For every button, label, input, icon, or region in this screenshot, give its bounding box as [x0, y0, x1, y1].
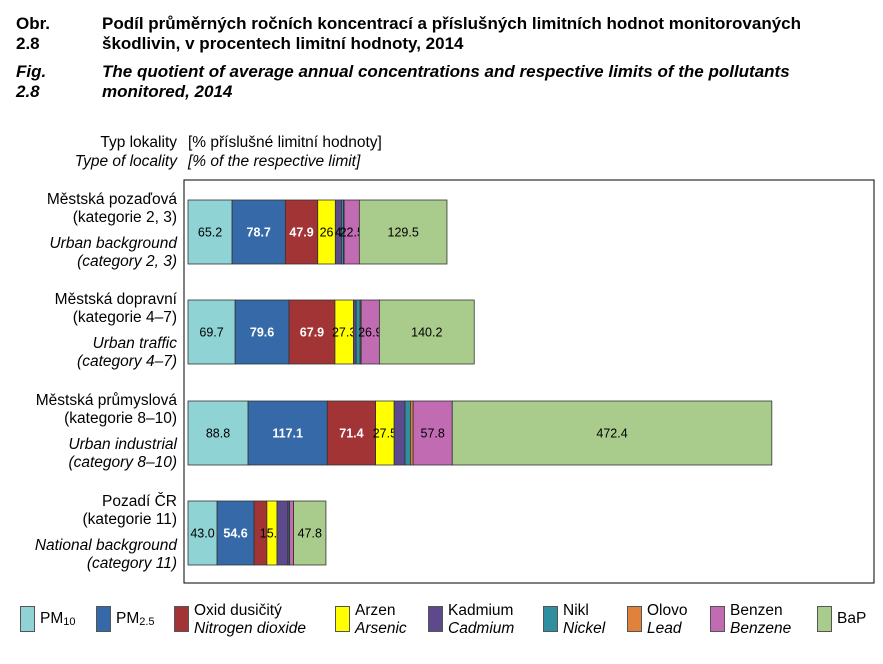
category-label: Pozadí ČR (kategorie 11) National backgr… — [35, 493, 177, 572]
legend-swatch — [96, 606, 111, 632]
y-axis-header-cz: Typ lokality — [100, 134, 177, 151]
data-label: 57.8 — [421, 427, 445, 441]
category-label: Městská dopravní (kategorie 4–7) Urban t… — [55, 291, 177, 370]
category-sub-cz: (kategorie 8–10) — [64, 409, 177, 427]
unit-header-en: [% of the respective limit] — [188, 153, 361, 170]
legend-swatch — [627, 606, 642, 632]
bar-group: 43.0 54.6 15.0 47.8 — [187, 500, 327, 566]
legend-label: Olovo Lead — [647, 602, 688, 637]
legend-swatch — [710, 606, 725, 632]
legend: PM10 PM2.5 Oxid dusičitý Nitrogen dioxid… — [0, 598, 883, 648]
legend-label: PM10 — [40, 610, 76, 628]
figure-number-en: Fig. 2.8 — [16, 62, 47, 101]
data-label: 78.7 — [247, 226, 271, 240]
bar-segment-pm10 — [187, 400, 249, 466]
figure-title-en-text: The quotient of average annual concentra… — [102, 62, 790, 101]
bar-segment-pm10 — [187, 500, 218, 566]
data-label: 472.4 — [596, 427, 627, 441]
legend-swatch — [174, 606, 189, 632]
data-label: 69.7 — [199, 326, 223, 340]
data-label: 54.6 — [223, 527, 247, 541]
category-name-en: Urban industrial — [68, 436, 177, 453]
data-label: 26.9 — [358, 326, 382, 340]
bar-segment-bap — [358, 199, 448, 265]
category-name-cz: Městská dopravní — [54, 291, 177, 308]
data-label: 22.5 — [340, 226, 364, 240]
data-label: 4 — [335, 226, 342, 240]
figure-title-cz-text: Podíl průměrných ročních koncentrací a p… — [102, 14, 802, 53]
bar-segment-pm25 — [216, 500, 255, 566]
bar-segment-bap — [293, 500, 327, 566]
bar-segment-pm10 — [187, 299, 236, 365]
bar-segment-cadmium — [352, 299, 357, 365]
bar-segment-pm10 — [187, 199, 233, 265]
category-sub-en: (category 2, 3) — [77, 252, 177, 270]
data-label: 47.9 — [289, 226, 313, 240]
category-name-cz: Městská průmyslová — [35, 392, 177, 409]
legend-label: Benzen Benzene — [730, 602, 792, 637]
bar-groups: 65.2 78.7 47.9 26 422.5 129.5 69.7 79.6 67.9 27.3… — [187, 199, 773, 566]
bar-group: 65.2 78.7 47.9 26 422.5 129.5 — [187, 199, 448, 265]
data-label: 117.1 — [272, 427, 303, 441]
bar-segment-benzene — [289, 500, 295, 566]
category-name-en: National background — [34, 537, 177, 554]
category-sub-cz: (kategorie 4–7) — [72, 308, 177, 326]
category-name-cz: Městská pozaďová — [46, 191, 177, 208]
legend-label: Kadmium Cadmium — [448, 602, 515, 637]
data-label: 88.8 — [206, 427, 230, 441]
category-sub-en: (category 8–10) — [68, 453, 177, 471]
bar-segment-pm25 — [231, 199, 286, 265]
data-label: 129.5 — [388, 226, 419, 240]
data-label: 27.5 — [373, 427, 397, 441]
legend-label: Nikl Nickel — [563, 602, 606, 637]
bar-segment-bap — [378, 299, 475, 365]
category-name-en: Urban background — [49, 235, 177, 252]
data-label: 67.9 — [300, 326, 324, 340]
bar-segment-bap — [451, 400, 773, 466]
data-label: 65.2 — [198, 226, 222, 240]
data-label: 43.0 — [190, 527, 214, 541]
data-label: 71.4 — [339, 427, 363, 441]
bar-group: 88.8 117.1 71.4 27.5 57.8 472.4 — [187, 400, 773, 466]
category-sub-en: (category 4–7) — [77, 352, 177, 370]
legend-swatch — [543, 606, 558, 632]
bar-segment-benzene — [412, 400, 453, 466]
bar-segment-nickel — [404, 400, 411, 466]
category-label: Městská průmyslová (kategorie 8–10) Urba… — [36, 392, 177, 471]
category-sub-cz: (kategorie 11) — [82, 510, 177, 528]
figure-number-cz: Obr. 2.8 — [16, 14, 51, 53]
legend-label: BaP — [837, 610, 867, 627]
data-label: 26 — [320, 226, 334, 240]
bar-group: 69.7 79.6 67.9 27.3 26.9 140.2 — [187, 299, 475, 365]
data-label: 79.6 — [250, 326, 274, 340]
category-name-cz: Pozadí ČR — [102, 493, 177, 510]
bar-segment-cadmium — [276, 500, 289, 566]
y-axis-header-en: Type of locality — [74, 153, 177, 170]
legend-swatch — [817, 606, 832, 632]
legend-label: PM2.5 — [116, 610, 155, 628]
bar-segment-pm25 — [247, 400, 328, 466]
category-name-en: Urban traffic — [92, 335, 177, 352]
data-label: 27.3 — [332, 326, 356, 340]
bar-segment-no2 — [326, 400, 376, 466]
legend-swatch — [428, 606, 443, 632]
legend-swatch — [335, 606, 350, 632]
plot-frame — [183, 179, 875, 584]
bar-segment-pm25 — [234, 299, 290, 365]
legend-swatch — [20, 606, 35, 632]
category-label: Městská pozaďová (kategorie 2, 3) Urban … — [47, 191, 177, 270]
data-label: 47.8 — [298, 527, 322, 541]
category-sub-en: (category 11) — [86, 554, 177, 572]
legend-label: Arzen Arsenic — [355, 602, 407, 637]
bar-segment-cadmium — [393, 400, 406, 466]
bar-segment-no2 — [288, 299, 336, 365]
unit-header-cz: [% příslušné limitní hodnoty] — [188, 134, 382, 151]
bar-segment-lead — [410, 400, 414, 466]
data-label: 140.2 — [411, 326, 442, 340]
category-sub-cz: (kategorie 2, 3) — [72, 208, 177, 226]
legend-label: Oxid dusičitý Nitrogen dioxide — [194, 602, 307, 637]
